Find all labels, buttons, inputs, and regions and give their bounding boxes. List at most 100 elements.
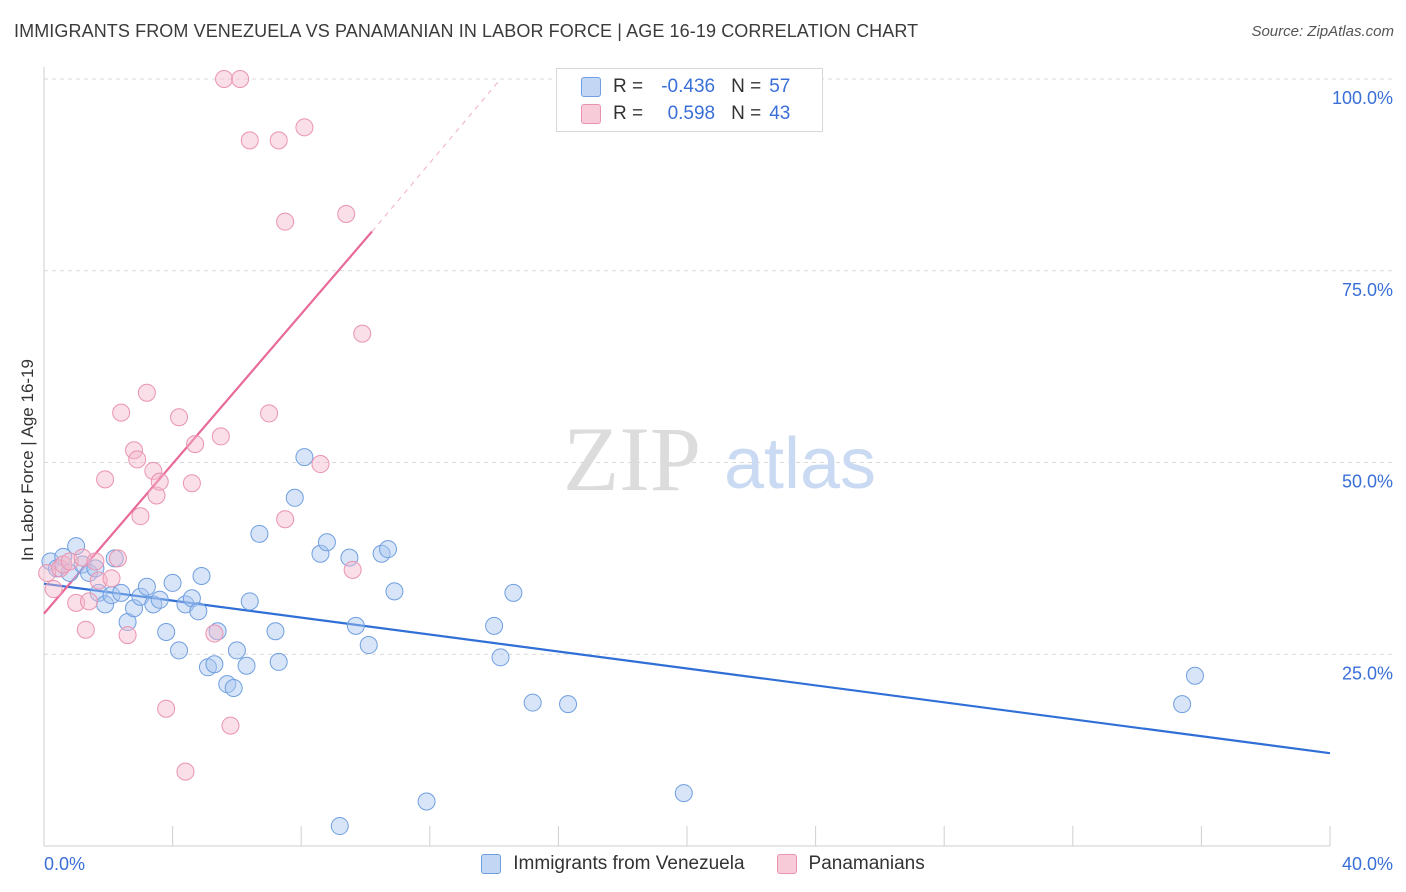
point-panamanian (137, 383, 156, 402)
r-value: 0.598 (667, 103, 716, 124)
stats-row-venezuela: R = -0.436 N = 57 (581, 74, 790, 100)
point-panamanian (157, 699, 176, 718)
source-credit: Source: ZipAtlas.com (1251, 23, 1394, 40)
series-legend: Immigrants from Venezuela Panamanians (0, 851, 1406, 877)
point-venezuela (67, 537, 86, 556)
point-venezuela (157, 623, 176, 642)
trendline-panamanian-extension (371, 78, 501, 232)
points-layer (38, 70, 1204, 836)
point-panamanian (205, 624, 224, 643)
point-venezuela (372, 544, 391, 563)
point-panamanian (311, 455, 330, 474)
point-panamanian (343, 560, 362, 579)
chart-title: IMMIGRANTS FROM VENEZUELA VS PANAMANIAN … (14, 21, 919, 41)
point-venezuela (523, 693, 542, 712)
point-venezuela (266, 622, 285, 641)
point-panamanian (112, 403, 131, 422)
point-panamanian (76, 620, 95, 639)
point-venezuela (208, 622, 227, 641)
point-panamanian (215, 70, 234, 88)
point-venezuela (150, 590, 169, 609)
point-venezuela (112, 583, 131, 602)
point-venezuela (205, 655, 224, 674)
point-venezuela (379, 540, 398, 559)
point-panamanian (147, 486, 166, 505)
point-venezuela (330, 817, 349, 836)
trendline-venezuela (43, 582, 1331, 755)
point-venezuela (491, 648, 510, 667)
y-tick-label: 50.0% (1342, 472, 1393, 492)
point-panamanian (353, 324, 372, 343)
stats-row-panamanians: R = 0.598 N = 43 (581, 101, 790, 127)
point-venezuela (285, 488, 304, 507)
point-panamanian (80, 592, 99, 611)
point-panamanian (150, 472, 169, 491)
point-venezuela (485, 616, 504, 635)
point-panamanian (186, 435, 205, 454)
point-panamanian (240, 131, 259, 150)
r-label: R = (613, 76, 644, 97)
legend-item-venezuela[interactable]: Immigrants from Venezuela (481, 853, 745, 875)
watermark: ZIP atlas (563, 408, 876, 510)
watermark-zip: ZIP (563, 408, 701, 510)
point-venezuela (346, 616, 365, 635)
point-panamanian (67, 593, 86, 612)
point-venezuela (250, 524, 269, 543)
r-label: R = (613, 103, 644, 124)
point-venezuela (1185, 666, 1204, 685)
point-panamanian (337, 204, 356, 223)
point-venezuela (295, 448, 314, 467)
point-panamanian (276, 212, 295, 231)
swatch-venezuela (581, 77, 601, 97)
point-panamanian (86, 552, 105, 571)
point-panamanian (260, 404, 279, 423)
point-panamanian (144, 461, 163, 480)
point-panamanian (231, 70, 250, 88)
point-venezuela (137, 577, 156, 596)
x-tick-label: 40.0% (1342, 854, 1393, 874)
swatch-venezuela (481, 854, 502, 874)
point-venezuela (359, 636, 378, 655)
point-venezuela (311, 544, 330, 563)
point-panamanian (102, 569, 121, 588)
n-label: N = (731, 103, 762, 124)
stats-legend: R = -0.436 N = 57 R = 0.598 N = 43 (556, 68, 823, 132)
point-panamanian (44, 580, 63, 599)
point-venezuela (163, 573, 182, 592)
point-venezuela (189, 602, 208, 621)
legend-item-panamanians[interactable]: Panamanians (776, 853, 925, 875)
point-venezuela (192, 567, 211, 586)
point-panamanian (176, 762, 195, 781)
point-panamanian (182, 474, 201, 493)
n-value: 43 (769, 103, 791, 124)
point-panamanian (118, 626, 137, 645)
point-venezuela (317, 533, 336, 552)
trendline-panamanian (43, 230, 373, 615)
point-panamanian (170, 408, 189, 427)
legend-label-venezuela: Immigrants from Venezuela (513, 853, 745, 874)
axis-layer (43, 67, 1331, 847)
point-venezuela (417, 792, 436, 811)
point-venezuela (240, 592, 259, 611)
n-value: 57 (769, 76, 791, 97)
point-panamanian (108, 549, 127, 568)
grid-layer (44, 78, 1392, 655)
swatch-panamanians (776, 854, 797, 874)
point-panamanian (295, 118, 314, 137)
point-venezuela (269, 652, 288, 671)
point-panamanian (276, 510, 295, 529)
point-venezuela (170, 641, 189, 660)
y-tick-label: 100.0% (1332, 88, 1393, 108)
tick-labels: 25.0% 50.0% 75.0% 100.0% 0.0% 40.0% (44, 88, 1393, 874)
point-panamanian (269, 131, 288, 150)
y-tick-label: 75.0% (1342, 280, 1393, 300)
point-venezuela (674, 784, 693, 803)
point-venezuela (144, 595, 163, 614)
point-panamanian (131, 507, 150, 526)
watermark-atlas: atlas (724, 424, 876, 504)
point-venezuela (227, 641, 246, 660)
point-venezuela (504, 583, 523, 602)
point-panamanian (221, 716, 240, 735)
point-venezuela (559, 695, 578, 714)
